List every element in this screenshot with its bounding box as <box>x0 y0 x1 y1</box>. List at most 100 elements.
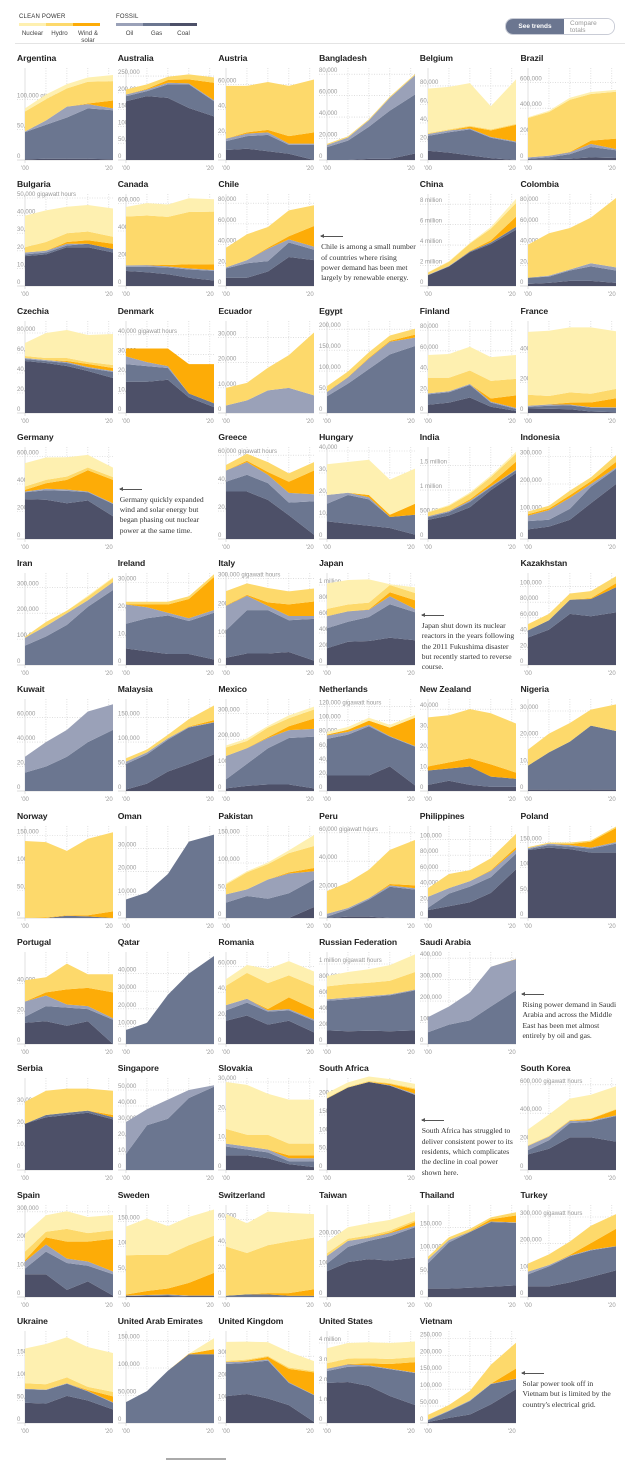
area-oil <box>327 1225 416 1264</box>
y-tick-label: 600,000 gigawatt hours <box>520 1079 582 1085</box>
x-tick-label: '20 <box>508 1429 516 1435</box>
area-gas <box>327 94 416 160</box>
area-oil <box>226 871 315 903</box>
country-title: Thailand <box>419 1189 455 1200</box>
bottom-rule <box>166 1458 226 1460</box>
arrow-left-icon <box>521 992 545 997</box>
y-tick-label: 20,000 <box>319 133 338 139</box>
x-tick-label: '00 <box>222 671 230 677</box>
area-coal <box>25 158 113 160</box>
area-gas <box>226 879 315 918</box>
area-coal <box>528 281 617 287</box>
x-tick-label: '00 <box>122 1050 130 1056</box>
country-title: Philippines <box>419 810 465 821</box>
country-title: Turkey <box>520 1189 548 1200</box>
y-tick-label: 300,000 <box>218 708 240 714</box>
area-hydro <box>226 1237 315 1296</box>
area-coal <box>226 257 315 287</box>
stacked-area-chart: 0 50,000 100,000 150,000 '00 '20 <box>117 1330 214 1435</box>
x-tick-label: '00 <box>424 166 432 172</box>
x-tick-label: '20 <box>608 1176 616 1182</box>
header-divider <box>15 43 625 44</box>
area-gas <box>226 1360 315 1422</box>
country-title: Germany <box>17 431 54 442</box>
x-tick-label: '20 <box>306 1050 314 1056</box>
area-hydro <box>226 332 315 406</box>
area-oil <box>427 383 516 409</box>
area-oil <box>528 1115 617 1151</box>
x-tick-label: '00 <box>21 292 29 298</box>
x-tick-label: '20 <box>206 292 214 298</box>
area-coal <box>528 157 617 160</box>
country-title: Bangladesh <box>319 53 367 63</box>
area-gas <box>25 590 113 666</box>
country-title: Chile <box>218 179 239 190</box>
country-title: Czechia <box>17 305 49 316</box>
annotation-text: South Africa has struggled to deliver co… <box>421 1126 513 1177</box>
arrow-left-icon <box>320 234 344 239</box>
area-nuclear <box>327 1341 416 1364</box>
area-gas <box>25 730 113 792</box>
y-tick-label: 600,000 <box>118 198 140 204</box>
area-gas <box>528 587 617 638</box>
area-oil <box>125 355 214 403</box>
x-tick-label: '20 <box>608 292 616 298</box>
legend-fossil-title: FOSSIL <box>116 14 139 20</box>
x-tick-label: '20 <box>407 1429 415 1435</box>
area-nuclear <box>25 1337 113 1392</box>
y-tick-label: 0 <box>17 1038 21 1044</box>
area-gas <box>125 723 214 791</box>
compare-totals-button[interactable]: Compare totals <box>564 19 614 34</box>
x-tick-label: '20 <box>306 797 314 803</box>
area-oil <box>528 143 617 159</box>
x-tick-label: '00 <box>525 545 533 551</box>
area-hydro <box>528 91 617 158</box>
y-tick-label: 80,000 <box>420 80 439 86</box>
x-tick-label: '00 <box>525 166 533 172</box>
x-tick-label: '20 <box>407 166 415 172</box>
y-tick-label: 0 <box>17 1164 21 1170</box>
annotation: Germany quickly expanded wind and solar … <box>118 431 219 557</box>
area-gas <box>125 267 214 281</box>
annotation-text: Solar power took off in Vietnam but is l… <box>522 1378 611 1409</box>
see-trends-button[interactable]: See trends <box>506 19 564 34</box>
x-tick-label: '20 <box>608 1303 616 1309</box>
area-nuclear <box>528 1086 617 1146</box>
y-tick-label: 0 <box>118 912 122 918</box>
x-tick-label: '00 <box>222 1050 230 1056</box>
y-tick-label: 0 <box>319 912 323 918</box>
area-hydro <box>327 839 416 914</box>
country-title: Taiwan <box>319 1189 347 1200</box>
x-tick-label: '20 <box>407 545 415 551</box>
area-nuclear <box>427 346 516 381</box>
y-tick-label: 0 <box>520 280 524 286</box>
area-oil <box>226 132 315 145</box>
country-title: Mexico <box>218 684 247 695</box>
area-hydro <box>125 1235 214 1295</box>
y-tick-label: 0 <box>218 785 222 791</box>
area-coal <box>125 1295 214 1297</box>
country-title: Serbia <box>17 1063 43 1074</box>
area-nuclear <box>25 75 113 112</box>
x-tick-label: '20 <box>105 797 113 803</box>
area-gas <box>25 1110 113 1125</box>
country-title: Australia <box>117 53 154 63</box>
country-chart: China 0 2 million 4 million 6 million 8 milli… <box>419 178 521 304</box>
area-gas <box>528 726 617 791</box>
x-tick-label: '20 <box>206 1303 214 1309</box>
area-oil <box>125 265 214 272</box>
country-title: Hungary <box>319 431 354 442</box>
y-tick-label: 30,000 <box>118 577 137 583</box>
y-tick-label: 40,000 <box>118 1100 137 1106</box>
area-oil <box>327 492 416 517</box>
